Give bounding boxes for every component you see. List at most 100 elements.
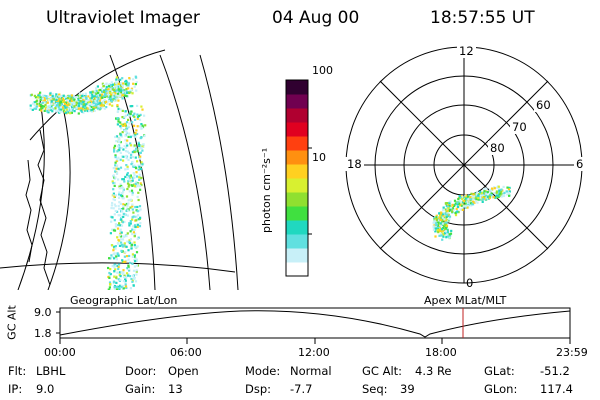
aurora-pixel	[508, 190, 511, 193]
aurora-pixel	[112, 99, 115, 102]
aurora-pixel	[114, 176, 117, 179]
aurora-pixel	[481, 200, 484, 203]
aurora-pixel	[47, 99, 50, 102]
aurora-pixel	[80, 105, 83, 108]
lat-60-label: 60	[534, 98, 553, 112]
aurora-pixel	[55, 93, 58, 96]
aurora-pixel	[133, 254, 136, 257]
aurora-pixel	[84, 101, 87, 104]
aurora-pixel	[136, 113, 139, 116]
aurora-pixel	[113, 198, 116, 202]
aurora-pixel	[439, 226, 442, 229]
aurora-pixel	[47, 111, 50, 114]
aurora-pixel	[122, 205, 125, 208]
aurora-pixel	[110, 204, 113, 207]
aurora-pixel	[128, 90, 131, 93]
aurora-pixel	[136, 150, 139, 153]
aurora-pixel	[473, 201, 476, 204]
aurora-pixel	[77, 107, 80, 110]
aurora-pixel	[112, 182, 115, 185]
aurora-pixel	[482, 191, 485, 194]
aurora-pixel	[432, 228, 435, 231]
aurora-pixel	[477, 195, 480, 198]
aurora-pixel	[45, 95, 48, 98]
aurora-pixel	[125, 255, 129, 258]
aurora-pixel	[76, 94, 79, 97]
aurora-pixel	[469, 199, 472, 202]
aurora-pixel	[488, 196, 491, 200]
aurora-pixel	[135, 147, 138, 150]
aurora-pixel	[120, 146, 123, 150]
aurora-pixel	[113, 245, 116, 248]
aurora-pixel	[118, 244, 122, 247]
aurora-pixel	[453, 199, 457, 202]
aurora-pixel	[113, 176, 116, 179]
aurora-pixel	[124, 285, 128, 288]
aurora-pixel	[87, 101, 90, 104]
aurora-pixel	[111, 87, 114, 90]
aurora-pixel	[97, 94, 100, 97]
aurora-pixel	[114, 161, 117, 164]
aurora-pixel	[61, 94, 64, 97]
aurora-pixel	[477, 194, 480, 197]
aurora-pixel	[52, 98, 55, 101]
aurora-pixel	[139, 151, 142, 154]
aurora-pixel	[120, 224, 124, 227]
aurora-pixel	[132, 225, 135, 228]
colorbar-cell	[286, 192, 308, 207]
aurora-pixel	[85, 107, 88, 110]
aurora-pixel	[126, 173, 129, 176]
aurora-pixel	[122, 280, 125, 283]
aurora-pixel	[97, 104, 101, 107]
aurora-pixel	[464, 197, 468, 200]
aurora-pixel	[136, 183, 139, 186]
aurora-pixel	[445, 213, 448, 217]
colorbar-cell	[286, 248, 308, 263]
aurora-pixel	[130, 163, 133, 166]
aurora-pixel	[467, 198, 470, 201]
aurora-pixel	[119, 284, 122, 287]
aurora-pixel	[481, 196, 484, 199]
aurora-pixel	[131, 205, 134, 208]
aurora-pixel	[120, 217, 123, 220]
aurora-pixel	[118, 207, 121, 210]
aurora-pixel	[122, 287, 125, 290]
aurora-pixel	[59, 108, 62, 111]
aurora-pixel	[128, 239, 131, 242]
aurora-pixel	[476, 201, 479, 204]
aurora-pixel	[105, 83, 108, 86]
aurora-pixel	[108, 286, 111, 289]
aurora-pixel	[464, 196, 467, 199]
aurora-pixel	[446, 228, 449, 231]
aurora-pixel	[132, 284, 135, 287]
mlt-12-label: 12	[457, 44, 476, 58]
aurora-pixel	[79, 96, 82, 99]
aurora-pixel	[58, 103, 61, 107]
aurora-pixel	[54, 101, 57, 104]
aurora-pixel	[129, 142, 132, 145]
aurora-pixel	[127, 180, 130, 183]
aurora-pixel	[56, 104, 59, 107]
aurora-pixel	[439, 218, 442, 222]
aurora-pixel	[134, 246, 137, 249]
aurora-pixel	[133, 265, 136, 268]
aurora-pixel	[139, 185, 142, 188]
aurora-pixel	[77, 102, 80, 105]
aurora-pixel	[119, 89, 122, 92]
aurora-pixel	[101, 96, 104, 99]
aurora-pixel	[41, 101, 44, 104]
aurora-pixel	[128, 183, 131, 186]
aurora-pixel	[125, 202, 128, 206]
aurora-pixel	[134, 225, 137, 229]
aurora-pixel	[132, 269, 136, 272]
aurora-pixel	[436, 229, 439, 232]
aurora-pixel	[54, 107, 57, 110]
aurora-pixel	[102, 95, 105, 98]
aurora-pixel	[126, 232, 129, 235]
aurora-pixel	[49, 93, 52, 96]
aurora-pixel	[85, 97, 88, 100]
aurora-pixel	[36, 103, 39, 106]
aurora-pixel	[114, 135, 117, 139]
aurora-pixel	[488, 193, 491, 196]
aurora-pixel	[123, 115, 126, 118]
